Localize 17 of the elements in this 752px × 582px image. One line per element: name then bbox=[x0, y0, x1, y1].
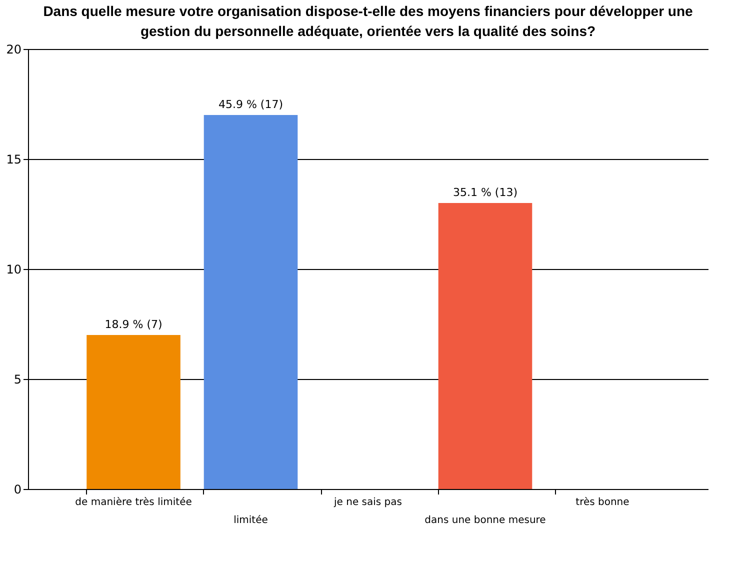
y-tick-label: 20 bbox=[6, 42, 22, 56]
x-tick-label: de manière très limitée bbox=[75, 497, 192, 508]
bar bbox=[204, 115, 298, 489]
chart-title: Dans quelle mesure votre organisation dispose-t-elle des moyens financiers pour développer une gestion du personnelle adéquate, orientée vers la qualité des soins? bbox=[43, 3, 694, 39]
y-tick-label: 10 bbox=[6, 262, 22, 276]
x-tick-label: dans une bonne mesure bbox=[424, 515, 546, 526]
y-tick-label: 5 bbox=[14, 372, 22, 386]
data-label: 35.1 % (13) bbox=[452, 186, 518, 199]
x-tick-label: je ne sais pas bbox=[333, 497, 402, 508]
data-label: 18.9 % (7) bbox=[104, 318, 162, 331]
x-tick-label: très bonne bbox=[576, 497, 630, 508]
y-tick-label: 15 bbox=[6, 152, 22, 166]
bar bbox=[86, 335, 180, 489]
x-tick-label: limitée bbox=[234, 515, 268, 526]
data-label: 45.9 % (17) bbox=[218, 98, 284, 111]
y-tick-label: 0 bbox=[14, 482, 22, 496]
bar bbox=[438, 203, 532, 489]
